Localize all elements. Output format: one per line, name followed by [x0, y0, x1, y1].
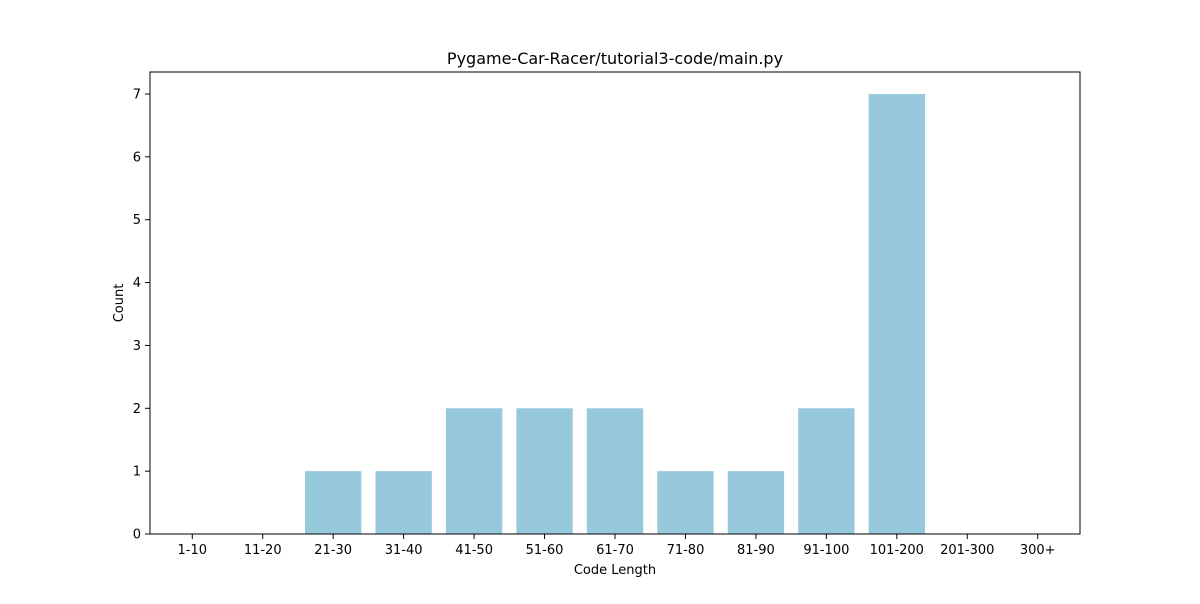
bars-group	[305, 94, 925, 534]
bar-81-90	[727, 471, 785, 534]
y-tick-label: 6	[133, 150, 141, 165]
x-tick-label: 11-20	[244, 543, 282, 558]
bar-91-100	[798, 408, 855, 534]
x-tick-label: 81-90	[737, 543, 775, 558]
y-tick-label: 0	[133, 528, 141, 543]
plot-area-frame	[149, 71, 1081, 535]
bar-21-30	[305, 471, 362, 534]
bar-41-50	[445, 408, 503, 534]
x-axis-label: Code Length	[574, 563, 656, 578]
x-tick-label: 300+	[1020, 543, 1056, 558]
chart-title: Pygame-Car-Racer/tutorial3-code/main.py	[447, 49, 783, 68]
x-tick-label: 61-70	[596, 543, 634, 558]
x-axis-ticks: 1-10 11-20 21-30 31-40 41-50 51-60 61-70 71-80 8…	[178, 534, 1056, 558]
x-tick-label: 91-100	[803, 543, 849, 558]
x-tick-label: 21-30	[314, 543, 352, 558]
bar-31-40	[375, 471, 432, 534]
x-tick-label: 101-200	[870, 543, 924, 558]
y-axis-label: Count	[112, 284, 127, 323]
x-tick-label: 1-10	[178, 543, 208, 558]
bar-71-80	[657, 471, 714, 534]
y-tick-label: 5	[133, 213, 141, 228]
x-tick-label: 31-40	[385, 543, 423, 558]
x-tick-label: 41-50	[455, 543, 493, 558]
x-tick-label: 71-80	[667, 543, 705, 558]
bar-51-60	[516, 408, 573, 534]
y-tick-label: 2	[133, 402, 141, 417]
y-tick-label: 7	[133, 88, 141, 103]
y-axis-ticks: 0 1 2 3 4 5 6 7	[133, 88, 150, 543]
y-tick-label: 4	[133, 276, 141, 291]
x-tick-label: 201-300	[940, 543, 994, 558]
x-tick-label: 51-60	[526, 543, 564, 558]
bar-61-70	[586, 408, 644, 534]
bar-101-200	[868, 94, 925, 534]
y-tick-label: 3	[133, 339, 141, 354]
y-tick-label: 1	[133, 465, 141, 480]
